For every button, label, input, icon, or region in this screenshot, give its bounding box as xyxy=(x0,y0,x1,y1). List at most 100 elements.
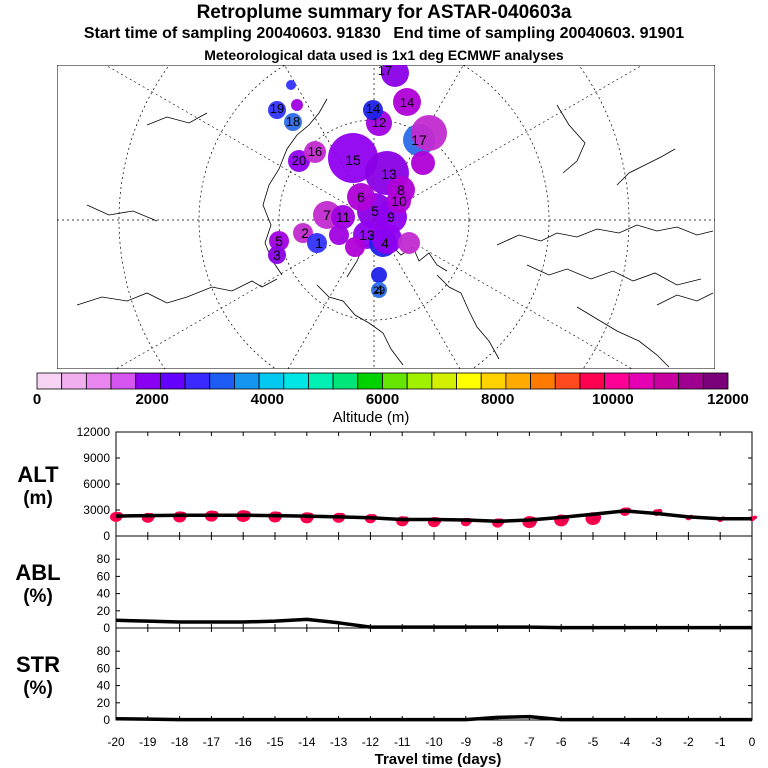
plume-cluster-circle xyxy=(411,115,447,151)
y-tick-label: 6000 xyxy=(83,477,110,491)
plume-label: 4 xyxy=(375,282,383,298)
x-tick-label: -5 xyxy=(588,735,599,749)
plume-cluster-circle xyxy=(345,237,365,257)
colorbar-swatch xyxy=(554,372,581,390)
plume-label: 8 xyxy=(397,182,405,198)
panel-frame xyxy=(115,627,753,721)
panel-unit: (%) xyxy=(23,678,53,699)
plume-label: 17 xyxy=(378,65,392,78)
chart-title: Retroplume summary for ASTAR-040603a xyxy=(196,2,572,23)
plume-label: 19 xyxy=(270,101,284,116)
met-data-label: Meteorological data used is 1x1 deg ECMW… xyxy=(204,47,564,63)
plume-label: 16 xyxy=(308,144,322,159)
x-tick-label: -15 xyxy=(266,735,284,749)
plume-cluster-circle xyxy=(268,246,286,264)
plume-cluster-circle xyxy=(331,205,355,229)
meridian-line xyxy=(373,65,644,221)
colorbar-swatch xyxy=(184,372,211,390)
coastline xyxy=(576,306,670,368)
sampling-times: Start time of sampling 20040603. 91830 E… xyxy=(0,25,768,43)
colorbar-swatch xyxy=(579,372,606,390)
altitude-cluster-dot xyxy=(752,515,758,520)
plume-cluster-circle xyxy=(398,232,420,254)
plume-label: 4 xyxy=(381,235,389,251)
plume-cluster-circle xyxy=(393,88,421,116)
y-tick-label: 0 xyxy=(103,529,110,543)
colorbar-swatch xyxy=(653,372,680,390)
time-series-panels: 030006000900012000ALT(m)020406080ABL(%)0… xyxy=(15,425,758,768)
colorbar-swatch xyxy=(604,372,630,390)
y-tick-label: 20 xyxy=(97,696,111,710)
colorbar-swatch xyxy=(308,372,334,390)
plume-label: 12 xyxy=(372,115,386,130)
y-tick-label: 0 xyxy=(103,621,110,635)
plume-label: 14 xyxy=(400,95,414,110)
plume-label: 13 xyxy=(381,166,397,182)
plume-label: 2 xyxy=(301,225,309,241)
y-tick-label: 60 xyxy=(97,569,111,583)
plume-cluster-circle xyxy=(269,231,289,251)
x-tick-label: 0 xyxy=(749,735,756,749)
plume-cluster-circle xyxy=(347,183,375,211)
x-tick-label: -10 xyxy=(425,735,443,749)
x-tick-label: -11 xyxy=(394,735,411,749)
coastline xyxy=(316,284,404,366)
plume-cluster-circle xyxy=(288,150,310,172)
meridian-line xyxy=(373,219,461,369)
x-tick-label: -3 xyxy=(651,735,662,749)
plume-cluster-circle xyxy=(372,224,402,254)
colorbar-swatch xyxy=(332,372,359,390)
plume-label: 11 xyxy=(336,209,351,225)
plume-cluster-circle xyxy=(268,101,286,119)
meridian-line xyxy=(373,219,633,369)
x-tick-label: -16 xyxy=(235,735,253,749)
x-tick-label: -13 xyxy=(330,735,348,749)
colorbar-swatch xyxy=(530,372,556,390)
altitude-colorbar: 0 2000 4000 6000 8000 10000 12000 Altitude (m) xyxy=(33,372,749,426)
coastline xyxy=(496,224,714,246)
plume-cluster-circle xyxy=(293,223,313,243)
meridian-line xyxy=(104,65,375,221)
coastline xyxy=(146,112,208,126)
plume-label: 29 xyxy=(373,285,385,297)
plume-label: 5 xyxy=(275,233,283,249)
end-time-label: End time of sampling 20040603. 91901 xyxy=(393,25,685,42)
colorbar-swatch xyxy=(135,372,161,390)
x-tick-label: -14 xyxy=(298,735,316,749)
plume-label: 20 xyxy=(292,153,306,168)
plume-label: 3 xyxy=(273,247,281,263)
y-tick-label: 40 xyxy=(97,587,111,601)
panel-label: STR xyxy=(16,652,60,677)
x-tick-label: -2 xyxy=(683,735,694,749)
colorbar-swatch xyxy=(505,372,531,390)
colorbar-swatch xyxy=(36,372,63,390)
plume-label: 5 xyxy=(371,203,379,219)
plume-cluster-circle xyxy=(284,113,302,131)
plume-cluster-circle xyxy=(387,189,411,213)
y-tick-label: 80 xyxy=(97,552,111,566)
coastline xyxy=(436,274,500,360)
colorbar-swatch xyxy=(258,372,285,390)
colorbar-swatch xyxy=(61,372,87,390)
colorbar-tick-label: 12000 xyxy=(707,391,749,408)
plume-cluster-circle xyxy=(411,151,435,175)
coastline xyxy=(526,264,702,286)
x-tick-label: -19 xyxy=(139,735,157,749)
colorbar-swatch xyxy=(283,372,309,390)
colorbar-tick-label: 8000 xyxy=(481,391,514,408)
colorbar-swatch xyxy=(431,372,457,390)
coastline xyxy=(76,278,278,306)
colorbar-swatch xyxy=(110,372,137,390)
colorbar-tick-label: 10000 xyxy=(592,391,634,408)
plume-cluster-circle xyxy=(304,141,326,163)
series-line xyxy=(115,714,752,722)
plume-cluster-circle xyxy=(371,267,387,283)
panel-frame xyxy=(115,535,753,629)
x-tick-label: -6 xyxy=(556,735,567,749)
colorbar-swatch xyxy=(628,372,655,390)
y-tick-label: 80 xyxy=(97,644,111,658)
x-tick-label: -20 xyxy=(107,735,125,749)
y-tick-label: 3000 xyxy=(83,503,110,517)
